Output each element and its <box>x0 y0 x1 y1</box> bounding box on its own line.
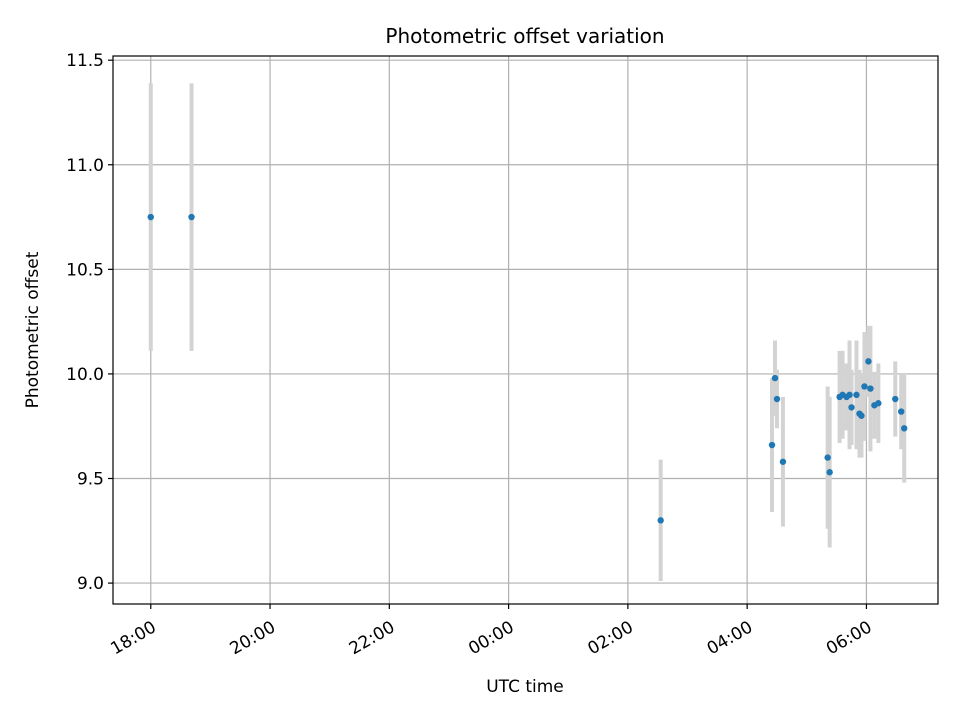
y-tick-label: 10.0 <box>66 365 104 385</box>
x-axis-title: UTC time <box>486 677 564 697</box>
y-axis-title: Photometric offset <box>23 251 43 408</box>
y-tick-label: 11.5 <box>66 51 104 71</box>
data-point <box>892 395 899 403</box>
data-point <box>865 358 872 365</box>
data-point <box>858 412 865 419</box>
data-point <box>768 441 776 449</box>
data-point <box>848 404 855 411</box>
data-point <box>853 391 860 399</box>
y-tick-label: 10.5 <box>66 260 104 280</box>
grid <box>113 56 938 604</box>
data-point <box>147 213 154 221</box>
data-point <box>824 454 831 461</box>
data-points <box>147 213 908 524</box>
data-point <box>779 458 787 465</box>
data-point <box>861 383 868 390</box>
data-point <box>773 395 781 403</box>
chart-title: Photometric offset variation <box>385 24 664 48</box>
data-point <box>657 517 664 524</box>
data-point <box>867 385 874 392</box>
data-point <box>898 408 905 415</box>
data-point <box>901 425 908 432</box>
data-point <box>826 469 833 476</box>
data-point <box>846 391 853 399</box>
data-point <box>771 374 779 382</box>
data-point <box>875 400 882 407</box>
y-tick-label: 11.0 <box>66 156 104 176</box>
y-tick-label: 9.5 <box>77 470 104 490</box>
y-tick-label: 9.0 <box>77 574 104 594</box>
data-point <box>188 213 195 221</box>
plot-frame <box>112 55 939 605</box>
